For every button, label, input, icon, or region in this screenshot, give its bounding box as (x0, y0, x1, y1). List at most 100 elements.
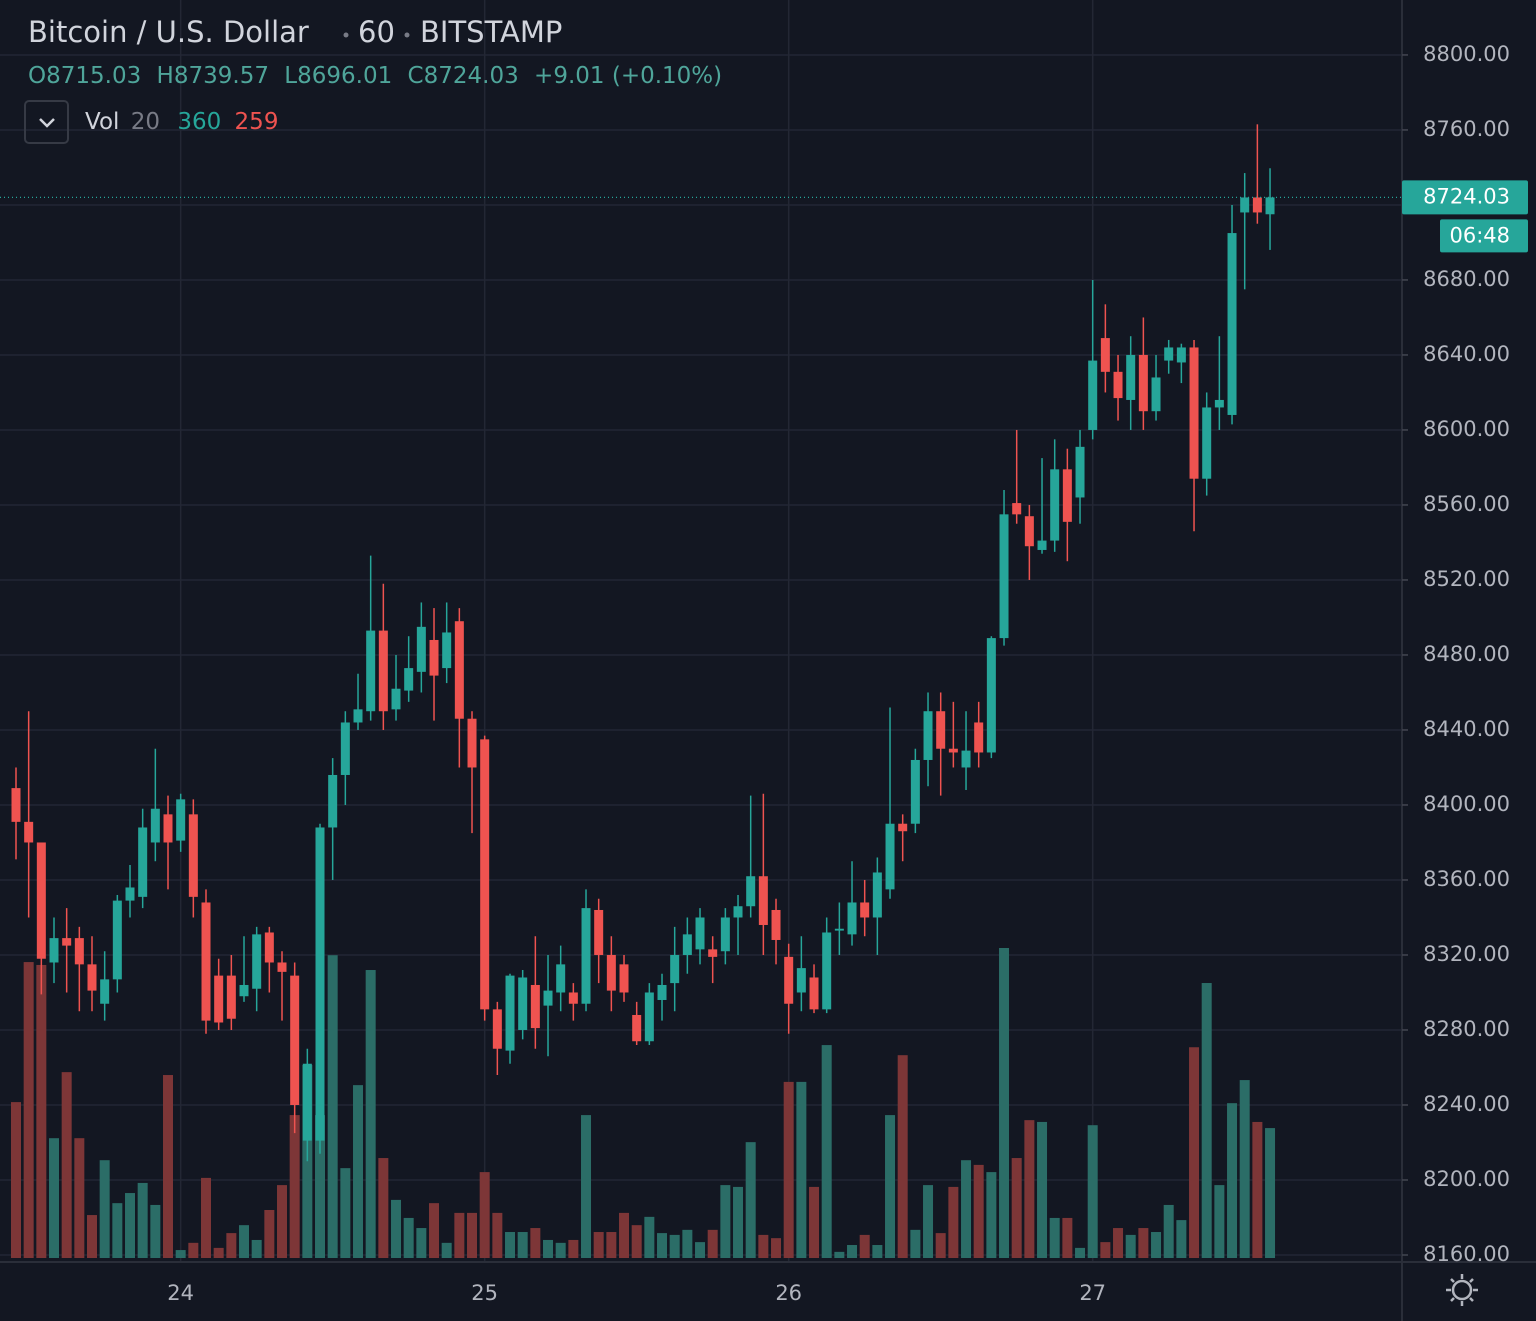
candle-body (11, 788, 21, 822)
candle-body (885, 823, 895, 890)
candle-body (670, 954, 680, 984)
volume-bar (1252, 1121, 1263, 1258)
volume-bar (695, 1242, 706, 1258)
volume-bar (340, 1168, 351, 1258)
volume-bar (1011, 1158, 1022, 1258)
volume-bar (213, 1247, 224, 1258)
y-tick-label: 8680.00 (1423, 267, 1510, 291)
y-tick-label: 8360.00 (1423, 867, 1510, 891)
volume-bars (11, 948, 1276, 1258)
candle-body (619, 964, 629, 993)
candle-body (834, 928, 844, 931)
volume-bar (834, 1251, 845, 1258)
volume-bar (327, 955, 338, 1258)
volume-bar (1100, 1242, 1111, 1258)
volume-bar (720, 1185, 731, 1258)
candle-body (391, 688, 401, 710)
candle-body (188, 814, 198, 897)
volume-bar (479, 1172, 490, 1258)
candle-body (302, 1063, 312, 1141)
candle-body (226, 975, 236, 1019)
volume-bar (847, 1245, 858, 1258)
volume-bar (1214, 1185, 1225, 1258)
volume-bar (619, 1212, 630, 1258)
candle-body (784, 956, 794, 1004)
candle-body (695, 917, 705, 950)
volume-bar (1201, 983, 1212, 1258)
volume-bar (973, 1164, 984, 1258)
volume-bar (277, 1185, 288, 1258)
candle-body (948, 748, 958, 753)
candle-body (454, 621, 464, 719)
candle-body (74, 938, 84, 965)
volume-bar (999, 948, 1010, 1258)
volume-bar (1049, 1217, 1060, 1258)
volume-bar (99, 1160, 110, 1258)
volume-bar (986, 1172, 997, 1258)
open-label: O (28, 63, 46, 89)
candle-body (36, 842, 46, 959)
candle-body (138, 827, 148, 897)
candle-body (847, 902, 857, 935)
volume-bar (87, 1215, 98, 1258)
volume-bar (555, 1242, 566, 1258)
x-tick-label: 26 (775, 1281, 802, 1305)
volume-bar (796, 1081, 807, 1258)
volume-value: 360 (177, 109, 221, 135)
y-tick-label: 8640.00 (1423, 342, 1510, 366)
candle-body (1252, 197, 1262, 213)
candle-body (1227, 233, 1237, 415)
countdown-badge (1440, 219, 1528, 253)
volume-bar (1265, 1128, 1276, 1258)
candle-body (1126, 354, 1136, 400)
settings-icon[interactable] (1446, 1274, 1478, 1306)
candle-body (581, 908, 591, 1004)
candle-body (328, 774, 338, 828)
volume-bar (112, 1203, 123, 1258)
volume-bar (733, 1186, 744, 1258)
collapse-button[interactable] (24, 100, 69, 144)
candle-body (340, 722, 350, 775)
candle-body (771, 909, 781, 940)
candle-body (720, 917, 730, 952)
candle-body (910, 759, 920, 824)
candle-body (518, 977, 528, 1030)
volume-bar (353, 1085, 364, 1258)
candle-body (290, 975, 300, 1105)
volume-bar (201, 1177, 212, 1258)
candle-body (822, 932, 832, 1010)
change: +9.01 (+0.10%) (534, 63, 722, 89)
y-tick-label: 8560.00 (1423, 492, 1510, 516)
volume-bar (391, 1199, 402, 1258)
candle-body (49, 938, 59, 963)
high-label: H (157, 63, 174, 89)
volume-bar (365, 970, 376, 1258)
candle-body (860, 902, 870, 918)
volume-bar (175, 1250, 186, 1258)
volume-bar (1087, 1125, 1098, 1258)
interval: 60 (358, 15, 395, 49)
candle-body (657, 984, 667, 1000)
candle-body (682, 934, 692, 955)
candle-body (214, 975, 224, 1023)
volume-bar (1113, 1228, 1124, 1258)
volume-bar (1138, 1228, 1149, 1258)
y-tick-label: 8760.00 (1423, 117, 1510, 141)
candle-body (809, 977, 819, 1010)
candle-body (404, 668, 414, 691)
candle-body (708, 949, 718, 957)
candle-body (492, 1009, 502, 1049)
volume-bar (49, 1138, 60, 1258)
y-tick-label: 8440.00 (1423, 717, 1510, 741)
volume-bar (188, 1242, 199, 1258)
close-value: 8724.03 (424, 63, 519, 89)
volume-bar (1227, 1103, 1238, 1258)
candle-body (264, 932, 274, 963)
y-tick-label: 8480.00 (1423, 642, 1510, 666)
candle-body (1075, 446, 1085, 498)
y-tick-label: 8520.00 (1423, 567, 1510, 591)
volume-bar (530, 1228, 541, 1258)
volume-bar (163, 1075, 174, 1258)
candle-body (163, 814, 173, 843)
volume-bar (961, 1160, 972, 1258)
